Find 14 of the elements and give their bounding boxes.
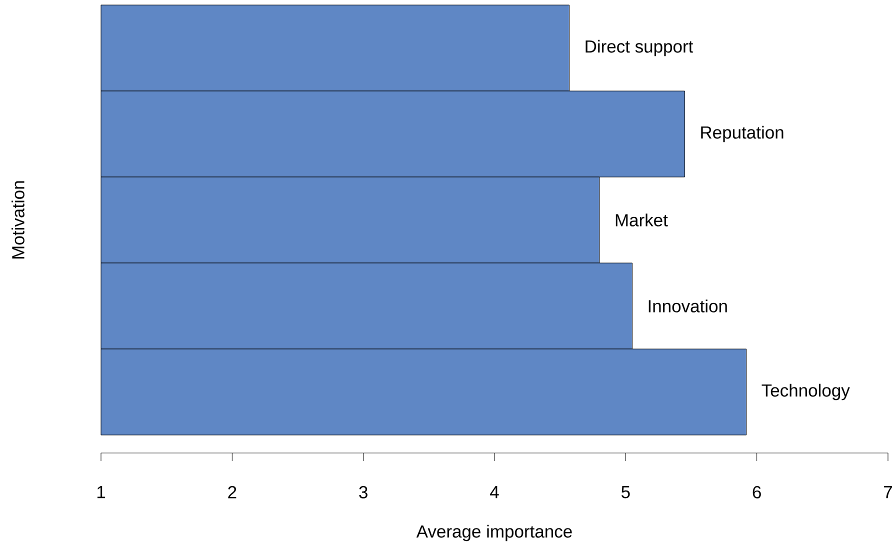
y-tick-label: Reputation (701, 126, 784, 142)
y-tick-label: Direct support (586, 40, 694, 56)
x-tick-label: 6 (752, 486, 761, 498)
x-tick-label: 4 (490, 486, 499, 498)
x-axis-title: Average importance (416, 524, 572, 542)
y-tick-label: Innovation (648, 300, 727, 312)
y-tick-label: Market (616, 214, 668, 226)
x-tick-label: 3 (359, 486, 368, 498)
x-tick-label: 5 (622, 486, 630, 498)
x-tick-label: 2 (228, 486, 236, 498)
x-tick-label: 7 (884, 486, 892, 498)
y-axis-title: Motivation (12, 181, 24, 258)
y-tick-label: Technology (762, 384, 850, 400)
x-tick-label: 1 (97, 486, 106, 498)
